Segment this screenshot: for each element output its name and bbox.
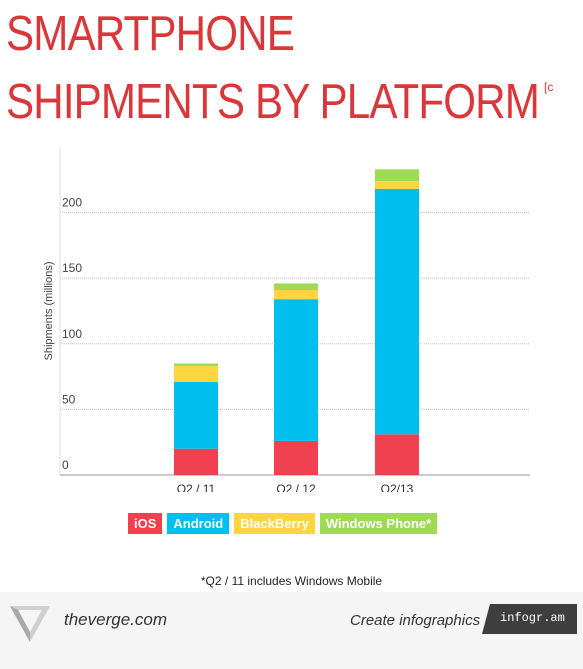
legend-item-ios: iOS [128, 513, 163, 534]
title-truncated-mark: [c [544, 80, 554, 94]
y-tick-label: 150 [62, 261, 82, 275]
bar-segment-windowsphone [274, 283, 318, 291]
bar-segment-windowsphone [174, 363, 218, 367]
infogram-badge-label[interactable]: infogr.am [500, 611, 565, 625]
chart-plot-area: 0 50 100 150 200 Shipments (millions) Q2 / 11 Q… [43, 147, 530, 492]
y-tick-label: 50 [62, 392, 76, 406]
bar-segment-ios [174, 448, 218, 475]
legend-item-blackberry: BlackBerry [234, 513, 315, 534]
bar-segment-blackberry [375, 181, 419, 189]
bar-segment-ios [375, 434, 419, 475]
chart-title-line-2: SHIPMENTS BY PLATFORM [6, 75, 540, 129]
x-tick-label: Q2/13 [381, 482, 414, 492]
bar-segment-blackberry [274, 290, 318, 300]
bar-segment-blackberry [174, 366, 218, 382]
bar-segment-android [274, 299, 318, 441]
footnote: *Q2 / 11 includes Windows Mobile [200, 574, 383, 588]
bar-segment-ios [274, 440, 318, 475]
x-tick-label: Q2 / 12 [276, 482, 316, 492]
bar-segment-android [174, 381, 218, 449]
infogram-badge[interactable] [482, 604, 577, 634]
legend-item-windowsphone: Windows Phone* [319, 513, 438, 534]
footer-site-name[interactable]: theverge.com [64, 610, 167, 629]
chart-legend: iOS Android BlackBerry Windows Phone* [128, 513, 438, 534]
bar-segment-windowsphone [375, 169, 419, 182]
y-axis-title: Shipments (millions) [43, 261, 55, 360]
legend-item-android: Android [167, 513, 230, 534]
bar-segment-android [375, 188, 419, 435]
create-infographics-link[interactable]: Create infographics [350, 612, 481, 629]
verge-logo-icon [10, 606, 50, 642]
chart-title-line-1: SMARTPHONE [6, 7, 295, 61]
x-tick-label: Q2 / 11 [177, 482, 216, 492]
y-tick-label: 100 [62, 327, 82, 341]
y-tick-label: 200 [62, 196, 82, 210]
y-tick-label: 0 [62, 458, 69, 472]
